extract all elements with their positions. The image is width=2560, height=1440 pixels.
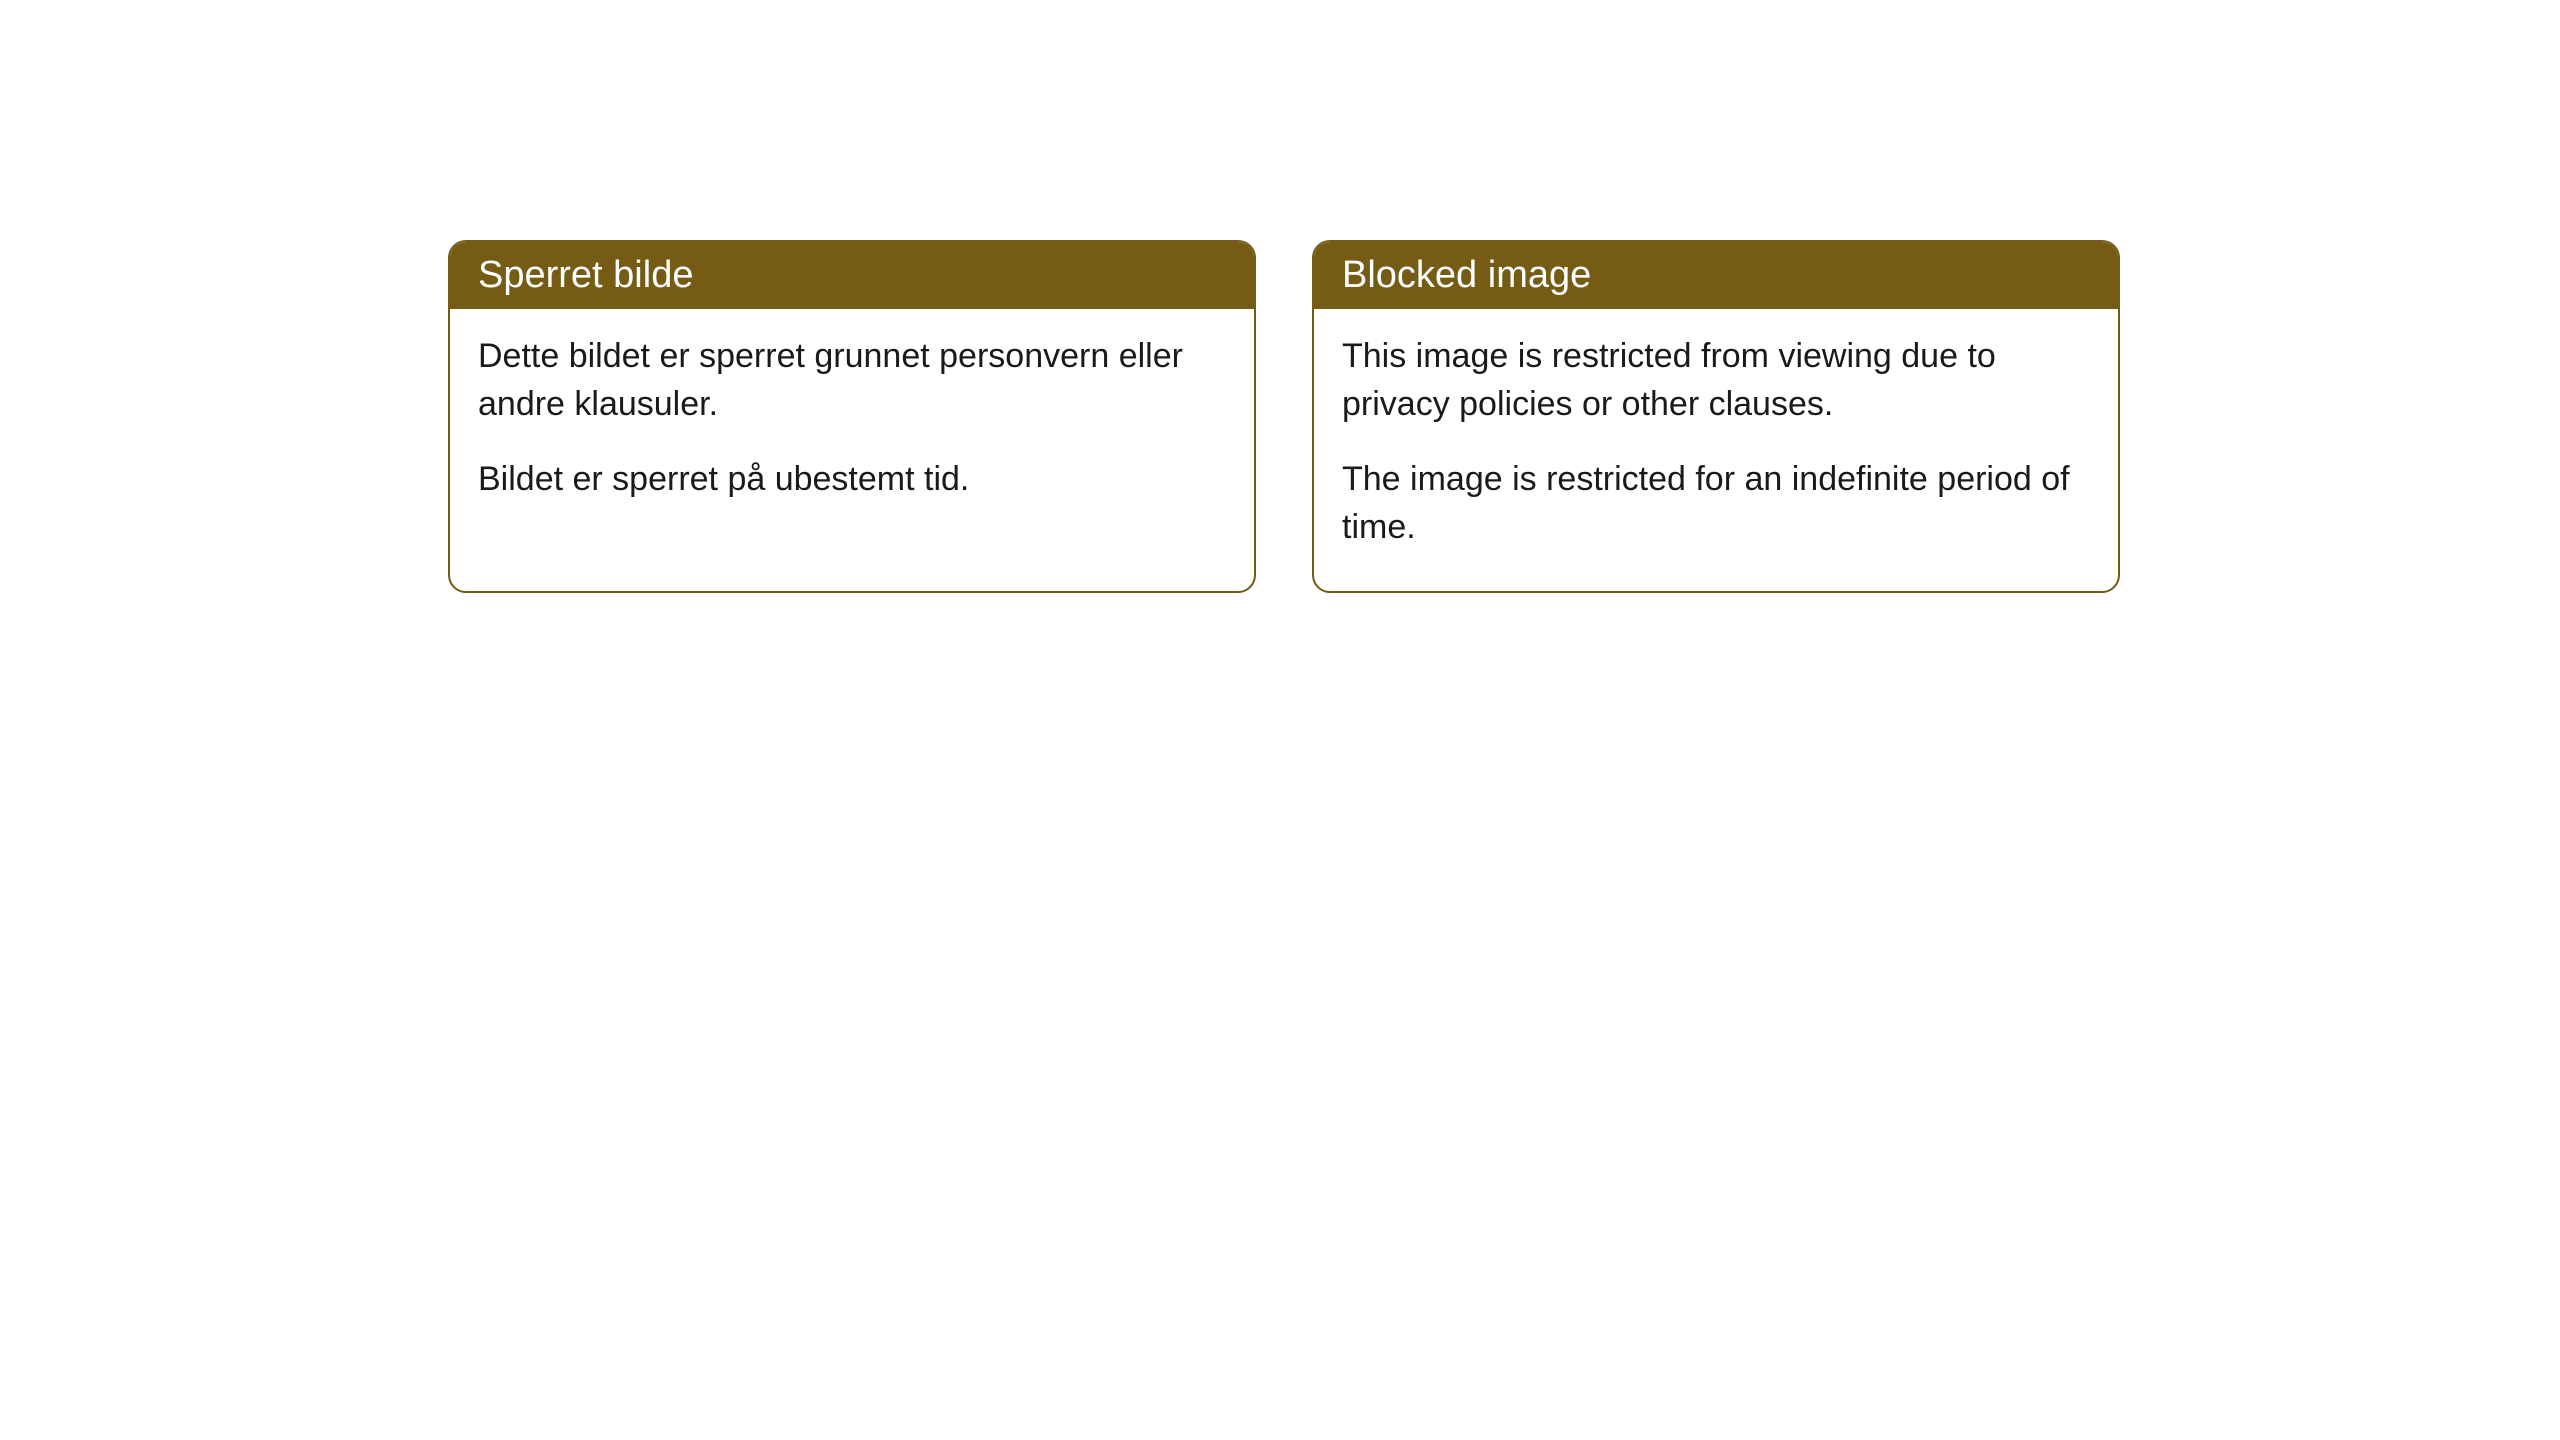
card-title: Blocked image bbox=[1342, 254, 1591, 296]
card-paragraph: The image is restricted for an indefinit… bbox=[1342, 456, 2090, 551]
card-header-english: Blocked image bbox=[1314, 242, 2118, 309]
card-body-norwegian: Dette bildet er sperret grunnet personve… bbox=[450, 309, 1254, 544]
card-paragraph: Dette bildet er sperret grunnet personve… bbox=[478, 333, 1226, 428]
card-header-norwegian: Sperret bilde bbox=[450, 242, 1254, 309]
notice-card-english: Blocked image This image is restricted f… bbox=[1312, 240, 2120, 593]
card-body-english: This image is restricted from viewing du… bbox=[1314, 309, 2118, 591]
notice-cards-container: Sperret bilde Dette bildet er sperret gr… bbox=[448, 240, 2120, 593]
card-paragraph: This image is restricted from viewing du… bbox=[1342, 333, 2090, 428]
notice-card-norwegian: Sperret bilde Dette bildet er sperret gr… bbox=[448, 240, 1256, 593]
card-title: Sperret bilde bbox=[478, 254, 693, 296]
card-paragraph: Bildet er sperret på ubestemt tid. bbox=[478, 456, 1226, 504]
